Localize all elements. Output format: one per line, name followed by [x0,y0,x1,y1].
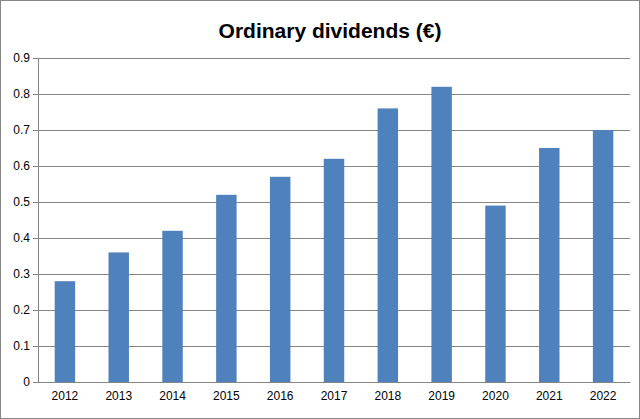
tick-label: 0.1 [13,339,30,353]
tick-mark [33,238,38,239]
axis-line [38,59,39,383]
tick-mark [33,346,38,347]
tick-label: 0.4 [13,231,30,245]
bar [539,148,559,382]
y-tick: 0.4 [13,231,38,245]
x-tick: 2019 [428,382,455,403]
tick-label: 2015 [213,389,240,403]
tick-label: 2016 [267,389,294,403]
y-axis: 0 0.1 0.2 0.3 0.4 0.5 0.6 0.7 0.8 0.9 [13,51,38,389]
title: Ordinary dividends (€) [219,19,442,42]
tick-label: 2018 [374,389,401,403]
bar [55,281,75,382]
tick-label: 0.9 [13,51,30,65]
tick-mark [33,202,38,203]
y-tick: 0.7 [13,123,38,137]
tick-label: 2020 [482,389,509,403]
tick-label: 2013 [105,389,132,403]
tick-label: 2019 [428,389,455,403]
bar [324,159,344,382]
x-tick: 2022 [590,382,617,403]
bar [216,195,236,382]
axis-line [39,382,631,383]
bar [270,177,290,382]
tick-label: 0.3 [13,267,30,281]
tick-label: 2017 [321,389,348,403]
chart-border [1,1,640,419]
x-tick: 2021 [536,382,563,403]
x-tick: 2013 [105,382,132,403]
tick-label: 0.7 [13,123,30,137]
tick-mark [33,166,38,167]
tick-label: 0.8 [13,87,30,101]
grid-line [38,58,630,59]
plot-area: 0 0.1 0.2 0.3 0.4 0.5 0.6 0.7 0.8 0.9 2012 2013 2014… [13,51,630,402]
tick-label: 2012 [52,389,79,403]
tick-mark [33,310,38,311]
bar [378,108,398,382]
grid [38,58,630,382]
y-tick: 0.5 [13,195,38,209]
x-tick: 2018 [374,382,401,403]
bars [55,87,614,382]
y-tick: 0.1 [13,339,38,353]
x-tick: 2014 [159,382,186,403]
y-tick: 0.8 [13,87,38,101]
y-tick: 0.2 [13,303,38,317]
x-tick: 2012 [52,382,79,403]
grid-line [38,130,630,131]
bar [431,87,451,382]
tick-mark [33,94,38,95]
x-tick: 2017 [321,382,348,403]
y-tick: 0.9 [13,51,38,65]
x-tick: 2020 [482,382,509,403]
bar [485,206,505,382]
tick-label: 2022 [590,389,617,403]
tick-mark [33,274,38,275]
tick-label: 0.5 [13,195,30,209]
chart: Ordinary dividends (€) 0 0.1 0.2 0.3 0.4 0.5 0.… [0,0,640,419]
tick-label: 2014 [159,389,186,403]
grid-line [38,94,630,95]
tick-mark [33,58,38,59]
y-tick: 0.3 [13,267,38,281]
x-axis: 2012 2013 2014 2015 2016 2017 2018 2019 2020 2021… [39,382,631,403]
y-tick: 0.6 [13,159,38,173]
tick-mark [33,130,38,131]
tick-label: 0.6 [13,159,30,173]
tick-mark [33,382,38,383]
x-tick: 2016 [267,382,294,403]
y-tick: 0 [23,375,38,389]
bar [109,252,129,382]
tick-label: 0 [23,375,30,389]
bar [162,231,182,382]
tick-label: 2021 [536,389,563,403]
bar [593,130,613,382]
x-tick: 2015 [213,382,240,403]
tick-label: 0.2 [13,303,30,317]
